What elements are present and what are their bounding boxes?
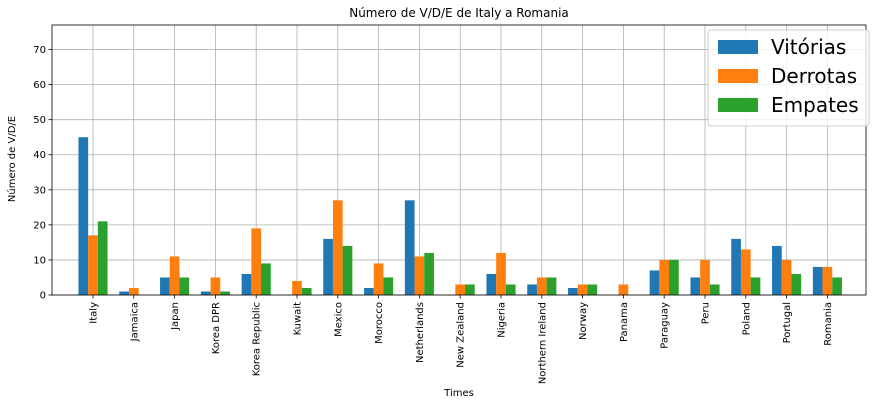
bar-derrotas-nigeria: [496, 252, 506, 295]
bar-vitórias-poland: [731, 238, 741, 295]
bar-empates-paraguay: [669, 259, 679, 295]
bar-vitórias-italy: [78, 137, 89, 295]
legend-swatch: [718, 69, 758, 83]
chart-title: Número de V/D/E de Italy a Romania: [349, 6, 569, 20]
x-tick-label: Peru: [701, 302, 712, 324]
bar-derrotas-romania: [822, 266, 833, 295]
bar-empates-peru: [709, 284, 720, 295]
bar-empates-korea-dpr: [220, 291, 230, 295]
y-tick-label: 50: [33, 115, 46, 126]
bar-empates-netherlands: [424, 252, 434, 295]
bar-vitórias-northern-ireland: [527, 284, 537, 295]
bar-empates-northern-ireland: [546, 277, 557, 295]
bar-derrotas-paraguay: [659, 259, 670, 295]
bar-derrotas-poland: [740, 249, 751, 295]
bar-derrotas-mexico: [332, 200, 343, 295]
bar-derrotas-jamaica: [128, 287, 139, 295]
bar-empates-new-zealand: [465, 284, 475, 295]
y-tick-label: 0: [40, 291, 46, 302]
x-tick-label: Norway: [578, 302, 589, 340]
bar-vitórias-norway: [568, 287, 578, 295]
bar-derrotas-morocco: [373, 263, 384, 295]
bar-vitórias-jamaica: [119, 291, 129, 295]
x-tick-label: Paraguay: [660, 302, 671, 349]
bar-derrotas-panama: [618, 284, 629, 295]
bar-empates-morocco: [383, 277, 394, 295]
plot-frame: [51, 24, 867, 296]
bar-derrotas-portugal: [781, 259, 792, 295]
bar-empates-romania: [832, 277, 842, 295]
bar-empates-mexico: [342, 245, 353, 295]
bar-derrotas-northern-ireland: [536, 277, 547, 295]
bar-vitórias-korea-republic: [241, 273, 252, 295]
legend-swatch: [718, 98, 758, 112]
x-tick-label: Italy: [89, 302, 100, 324]
bar-empates-korea-republic: [261, 263, 271, 295]
legend: Vitórias Derrotas Empates: [707, 29, 870, 127]
bar-empates-norway: [587, 284, 598, 295]
bars: [78, 137, 842, 295]
bar-vitórias-paraguay: [649, 270, 660, 295]
bar-vitórias-nigeria: [486, 273, 497, 295]
bar-vitórias-portugal: [772, 245, 782, 295]
bar-empates-portugal: [791, 273, 802, 295]
bar-vitórias-korea-dpr: [200, 291, 211, 295]
y-tick-label: 70: [33, 45, 46, 56]
legend-label: Vitórias: [771, 35, 846, 59]
bar-empates-japan: [179, 277, 190, 295]
x-tick-label: Nigeria: [497, 302, 508, 338]
x-tick-label: Korea Republic: [252, 302, 263, 376]
tick-labels: 0 10 20 30 40 50 60 70 Italy Jamaica Japan Korea DP…: [33, 45, 834, 384]
grid-lines: [52, 25, 866, 296]
bar-vitórias-japan: [160, 277, 170, 295]
bar-derrotas-korea-republic: [251, 228, 262, 295]
bar-empates-poland: [750, 277, 761, 295]
x-tick-label: Romania: [823, 302, 834, 346]
bar-empates-nigeria: [505, 284, 516, 295]
x-tick-label: Northern Ireland: [537, 302, 548, 384]
legend-label: Empates: [771, 93, 859, 117]
x-tick-label: Morocco: [374, 302, 385, 344]
bar-derrotas-italy: [88, 235, 98, 295]
bar-vitórias-netherlands: [404, 200, 415, 295]
x-tick-label: Jamaica: [129, 302, 140, 342]
y-axis-label: Número de V/D/E: [6, 116, 18, 202]
y-tick-label: 60: [33, 80, 46, 91]
x-tick-label: Portugal: [782, 302, 793, 343]
x-tick-label: Poland: [741, 302, 752, 335]
axes: [48, 24, 867, 299]
bar-derrotas-norway: [577, 284, 588, 295]
legend-items: Vitórias Derrotas Empates: [718, 35, 859, 117]
bar-derrotas-japan: [169, 256, 180, 295]
bar-vitórias-romania: [812, 266, 823, 295]
bar-derrotas-kuwait: [292, 280, 302, 295]
legend-swatch: [718, 40, 758, 54]
x-tick-label: Korea DPR: [211, 302, 222, 354]
bar-derrotas-peru: [700, 259, 710, 295]
bar-vitórias-peru: [690, 277, 701, 295]
bar-derrotas-new-zealand: [455, 284, 466, 295]
x-tick-label: Netherlands: [415, 302, 426, 363]
bar-derrotas-netherlands: [414, 256, 425, 295]
y-tick-label: 30: [33, 185, 46, 196]
legend-label: Derrotas: [771, 64, 857, 88]
x-axis-label: Times: [443, 388, 474, 399]
x-tick-label: Panama: [619, 302, 630, 342]
y-tick-label: 40: [33, 150, 46, 161]
x-tick-label: Kuwait: [293, 302, 304, 335]
x-tick-label: Japan: [170, 302, 181, 331]
bar-vitórias-mexico: [323, 238, 333, 295]
x-tick-label: New Zealand: [456, 302, 467, 368]
y-tick-label: 20: [33, 220, 46, 231]
bar-empates-kuwait: [301, 287, 312, 295]
bar-vitórias-morocco: [364, 287, 374, 295]
x-tick-label: Mexico: [333, 302, 344, 337]
bar-derrotas-korea-dpr: [210, 277, 221, 295]
y-tick-label: 10: [33, 255, 46, 266]
bar-empates-italy: [97, 221, 108, 295]
